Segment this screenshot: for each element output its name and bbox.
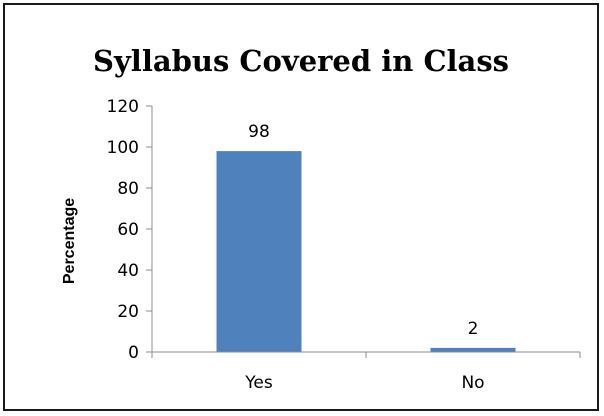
- y-tick-label: 100: [107, 138, 139, 158]
- x-axis: Yes No: [151, 351, 581, 393]
- bar-no: [430, 347, 516, 352]
- y-tick-label: 120: [107, 97, 139, 117]
- chart-title: Syllabus Covered in Class: [93, 44, 509, 78]
- bar-series: [216, 151, 516, 352]
- data-label: 2: [468, 319, 479, 339]
- y-axis: 0 20 40 60 80 100 120: [107, 97, 153, 363]
- bar-chart: Syllabus Covered in Class Percentage 020…: [61, 44, 581, 393]
- y-tick-label: 0: [128, 343, 139, 363]
- x-category-label: Yes: [244, 373, 273, 393]
- y-tick-label: 80: [117, 179, 139, 199]
- chart-frame: Syllabus Covered in Class Percentage 0 20…: [3, 3, 599, 411]
- data-label: 98: [248, 122, 270, 142]
- bar-yes: [216, 151, 302, 352]
- y-tick-label: 40: [117, 261, 139, 281]
- data-labels: 98 2: [248, 122, 478, 339]
- x-category-label: No: [461, 373, 484, 393]
- y-axis-label: Percentage: [61, 198, 78, 284]
- y-tick-label: 20: [117, 302, 139, 322]
- y-tick-label: 60: [117, 220, 139, 240]
